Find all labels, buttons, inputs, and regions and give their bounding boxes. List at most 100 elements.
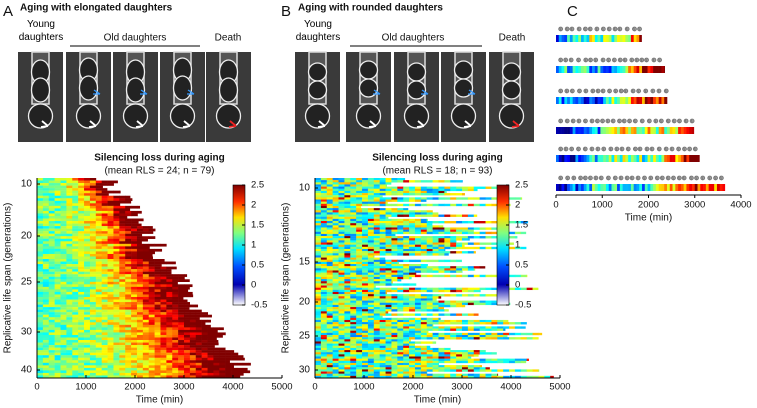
heatmap-cell bbox=[385, 337, 392, 340]
heatmap-cell bbox=[485, 231, 492, 235]
heatmap-cell bbox=[450, 240, 457, 243]
heatmap-cell bbox=[189, 309, 197, 313]
heatmap-cell bbox=[344, 326, 351, 329]
heatmap-cell bbox=[107, 309, 114, 313]
heatmap-cell bbox=[136, 345, 144, 348]
heatmap-cell bbox=[48, 299, 55, 303]
heatmap-cell bbox=[184, 345, 191, 348]
heatmap-cell bbox=[344, 218, 351, 222]
heatmap-cell bbox=[438, 304, 445, 308]
heatmap-cell bbox=[491, 300, 497, 303]
heatmap-cell bbox=[338, 356, 345, 359]
bar-cell bbox=[586, 35, 590, 42]
heatmap-cell bbox=[338, 326, 345, 329]
heatmap-cell bbox=[379, 367, 386, 370]
heatmap-cell bbox=[172, 312, 179, 315]
heatmap-cell bbox=[60, 317, 67, 320]
heatmap-cell bbox=[473, 186, 480, 189]
heatmap-cell bbox=[385, 197, 392, 200]
heatmap-cell bbox=[414, 246, 422, 250]
bar-cell bbox=[556, 155, 560, 162]
heatmap-cell bbox=[48, 357, 55, 361]
heatmap-cell bbox=[131, 340, 138, 343]
heatmap-cell bbox=[125, 256, 132, 260]
heatmap-cell bbox=[125, 299, 132, 303]
heatmap-cell bbox=[219, 367, 226, 371]
heatmap-cell bbox=[66, 236, 73, 239]
heatmap-cell bbox=[420, 251, 428, 254]
heatmap-cell bbox=[101, 203, 108, 207]
heatmap-cell bbox=[462, 227, 469, 230]
heatmap-cell bbox=[184, 294, 191, 298]
heatmap-cell bbox=[320, 221, 328, 224]
heatmap-cell bbox=[491, 221, 498, 224]
heatmap-cell bbox=[409, 330, 416, 334]
heatmap-cell bbox=[78, 322, 85, 326]
heatmap-cell bbox=[119, 322, 126, 326]
heatmap-cell bbox=[201, 345, 208, 348]
heatmap-cell bbox=[136, 296, 144, 300]
heatmap-cell bbox=[60, 198, 67, 201]
heatmap-cell bbox=[60, 340, 67, 343]
heatmap-cell bbox=[379, 360, 386, 364]
cell-icon bbox=[627, 118, 632, 124]
heatmap-cell bbox=[514, 197, 522, 200]
x-tick-label: 2000 bbox=[124, 382, 145, 393]
heatmap-cell bbox=[362, 347, 369, 351]
heatmap-cell bbox=[385, 240, 392, 243]
x-tick-label: 2000 bbox=[402, 382, 423, 393]
cell bbox=[78, 75, 99, 101]
heatmap-cell bbox=[89, 188, 97, 191]
heatmap-cell bbox=[42, 327, 50, 331]
heatmap-cell bbox=[379, 178, 386, 181]
heatmap-cell bbox=[356, 251, 363, 254]
heatmap-cell bbox=[456, 203, 463, 207]
heatmap-cell bbox=[95, 372, 102, 376]
heatmap-cell bbox=[142, 294, 150, 298]
heatmap-cell bbox=[444, 309, 449, 312]
heatmap-cell bbox=[479, 319, 486, 323]
heatmap-cell bbox=[315, 362, 322, 366]
heatmap-cell bbox=[350, 298, 357, 301]
heatmap-cell bbox=[338, 375, 345, 379]
heatmap-cell bbox=[225, 332, 226, 336]
heatmap-cell bbox=[184, 375, 191, 379]
heatmap-cell bbox=[356, 319, 363, 323]
heatmap-cell bbox=[95, 228, 102, 232]
heatmap-cell bbox=[479, 242, 486, 245]
colorbar-tick-label: 1 bbox=[515, 240, 520, 251]
heatmap-cell bbox=[113, 210, 120, 214]
heatmap-cell bbox=[397, 302, 404, 306]
heatmap-cell bbox=[450, 229, 457, 232]
heatmap-cell bbox=[367, 367, 375, 370]
heatmap-cell bbox=[367, 193, 375, 196]
bar-cell bbox=[564, 35, 568, 42]
heatmap-cell bbox=[201, 329, 208, 333]
heatmap-cell bbox=[184, 309, 191, 313]
heatmap-cell bbox=[136, 274, 144, 277]
heatmap-cell bbox=[119, 337, 126, 341]
heatmap-cell bbox=[362, 287, 369, 291]
heatmap-cell bbox=[509, 203, 511, 207]
heatmap-cell bbox=[450, 246, 457, 250]
heatmap-cell bbox=[444, 238, 451, 241]
heatmap-cell bbox=[54, 372, 61, 376]
bar-cell bbox=[567, 127, 571, 134]
heatmap-cell bbox=[367, 324, 375, 327]
heatmap-cell bbox=[131, 226, 138, 229]
heatmap-cell bbox=[350, 188, 357, 192]
heatmap-cell bbox=[113, 289, 120, 293]
heatmap-cell bbox=[409, 326, 416, 329]
heatmap-cell bbox=[101, 319, 108, 323]
heatmap-cell bbox=[142, 269, 150, 272]
heatmap-cell bbox=[54, 188, 61, 191]
heatmap-cell bbox=[362, 317, 369, 321]
heatmap-cell bbox=[60, 266, 67, 270]
heatmap-cell bbox=[414, 251, 422, 254]
bar-cell bbox=[686, 155, 690, 162]
heatmap-cell bbox=[391, 236, 398, 239]
heatmap-cell bbox=[509, 231, 516, 235]
heatmap-cell bbox=[391, 223, 398, 226]
heatmap-cell bbox=[78, 253, 85, 257]
heatmap-cell bbox=[119, 215, 126, 219]
